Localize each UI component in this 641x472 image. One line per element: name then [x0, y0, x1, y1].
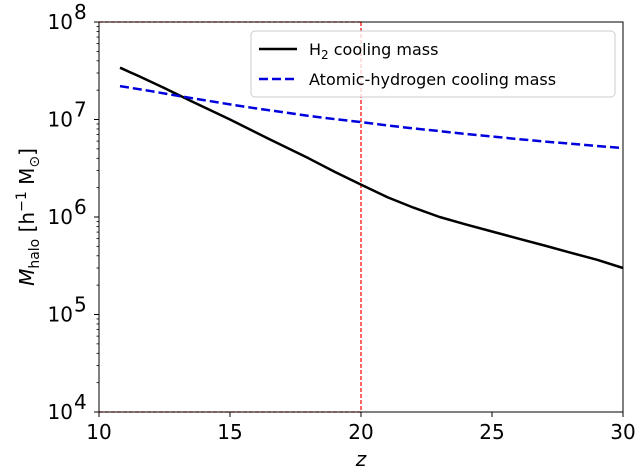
y-tick-label-exponent-1e4: 4 — [74, 390, 87, 414]
legend-label-h2: H2 cooling mass — [309, 40, 438, 62]
y-axis-label-exponent: −1 — [14, 191, 30, 212]
y-axis-label-unit: M — [15, 168, 39, 192]
y-axis-label-symbol: M — [15, 269, 39, 286]
series-line-atomic-hydrogen-cooling-mass — [119, 84, 624, 150]
x-axis: 10 15 20 25 30 — [86, 412, 636, 444]
series-layer — [119, 66, 624, 270]
legend: H2 cooling mass Atomic-hydrogen cooling … — [250, 30, 616, 98]
y-tick-label-1e4: 10 — [48, 400, 73, 424]
x-tick-label-25: 25 — [479, 420, 504, 444]
y-tick-label-1e8: 10 — [48, 10, 73, 34]
x-tick-label-30: 30 — [610, 420, 635, 444]
x-tick-label-20: 20 — [348, 420, 373, 444]
y-tick-label-exponent-1e6: 6 — [74, 195, 87, 219]
y-axis-label-bracket-open: [h — [15, 212, 39, 239]
y-axis-label-bracket-close: ] — [15, 148, 39, 156]
y-tick-label-1e6: 10 — [48, 205, 73, 229]
x-axis-label: z — [355, 447, 367, 471]
y-tick-label-exponent-1e7: 7 — [74, 98, 87, 122]
x-tick-label-10: 10 — [86, 420, 111, 444]
legend-box — [250, 30, 616, 98]
legend-label-h2-pre: H — [309, 40, 321, 59]
y-axis-label-symbol-subscript: halo — [27, 239, 43, 269]
legend-label-h2-subscript: 2 — [321, 48, 329, 62]
y-tick-label-1e5: 10 — [48, 303, 73, 327]
legend-label-atomic-hydrogen: Atomic-hydrogen cooling mass — [309, 70, 556, 89]
series-line-h2-cooling-mass — [119, 66, 624, 270]
legend-label-h2-post: cooling mass — [329, 40, 439, 59]
y-tick-label-1e7: 10 — [48, 108, 73, 132]
y-axis-label: Mhalo [h−1 M⊙] — [14, 148, 43, 286]
x-tick-label-15: 15 — [217, 420, 242, 444]
y-tick-label-exponent-1e5: 5 — [74, 293, 87, 317]
y-tick-label-exponent-1e8: 8 — [74, 0, 87, 24]
y-axis-label-unit-subscript: ⊙ — [27, 156, 43, 168]
